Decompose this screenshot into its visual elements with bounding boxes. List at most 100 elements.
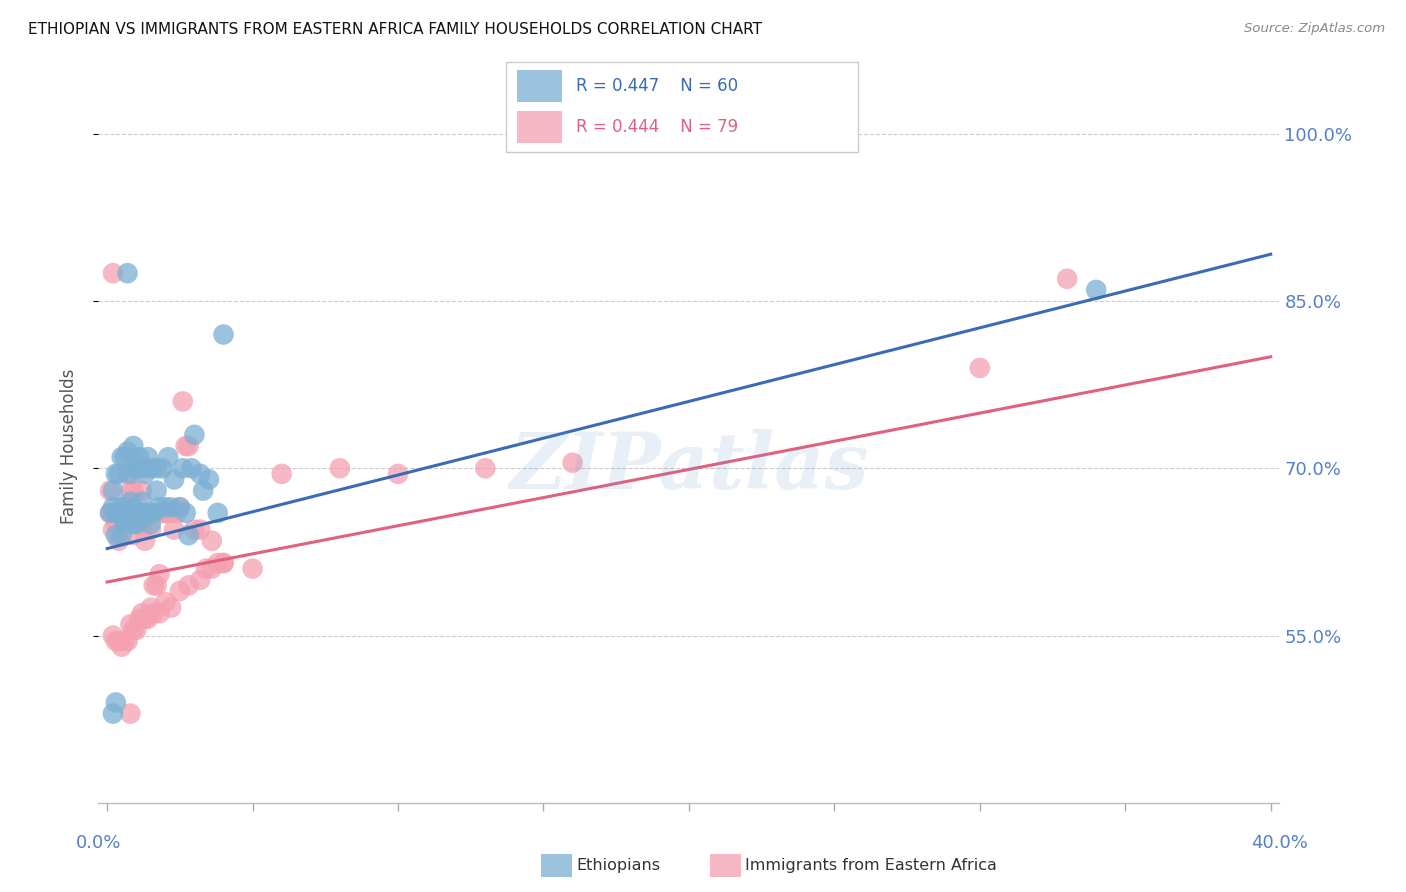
Point [120, 494, 142, 508]
Point [111, 500, 134, 515]
Point [107, 467, 129, 481]
Point [114, 506, 136, 520]
Point [177, 578, 200, 592]
Point [148, 607, 170, 621]
Point [191, 483, 214, 498]
Point [198, 473, 221, 487]
Point [101, 266, 124, 280]
Point [125, 461, 148, 475]
Text: R = 0.444    N = 79: R = 0.444 N = 79 [576, 118, 738, 136]
Point [212, 327, 235, 342]
Point [122, 623, 145, 637]
Point [98, 506, 121, 520]
Point [128, 506, 150, 520]
Point [128, 506, 150, 520]
Point [114, 500, 136, 515]
Point [136, 506, 159, 520]
Point [122, 483, 145, 498]
Point [183, 428, 205, 442]
Point [169, 584, 191, 599]
Point [134, 612, 156, 626]
Point [183, 523, 205, 537]
Point [117, 444, 139, 458]
Point [148, 500, 170, 515]
Point [131, 461, 153, 475]
Point [270, 467, 292, 481]
Point [160, 506, 183, 520]
Y-axis label: Family Households: Family Households [59, 368, 77, 524]
Point [212, 556, 235, 570]
Point [117, 634, 139, 648]
Point [104, 634, 127, 648]
Point [111, 511, 134, 525]
Point [474, 461, 496, 475]
Point [136, 450, 159, 465]
Point [111, 506, 134, 520]
Point [134, 506, 156, 520]
Point [212, 556, 235, 570]
Point [195, 562, 218, 576]
Point [134, 533, 156, 548]
Point [152, 461, 174, 475]
Point [120, 511, 142, 525]
Point [122, 517, 145, 532]
Point [125, 623, 148, 637]
Point [125, 517, 148, 532]
Point [139, 523, 162, 537]
Point [111, 640, 134, 654]
Point [139, 517, 162, 532]
Point [207, 506, 229, 520]
Point [101, 483, 124, 498]
Point [134, 467, 156, 481]
Point [120, 617, 142, 632]
Point [104, 467, 127, 481]
Point [117, 266, 139, 280]
Point [145, 483, 167, 498]
Point [120, 467, 142, 481]
Point [101, 500, 124, 515]
Point [188, 467, 211, 481]
Point [172, 394, 194, 409]
Point [101, 523, 124, 537]
Point [207, 556, 229, 570]
Point [107, 506, 129, 520]
Point [136, 612, 159, 626]
Point [107, 634, 129, 648]
FancyBboxPatch shape [517, 111, 562, 143]
Point [128, 450, 150, 465]
Point [136, 506, 159, 520]
Point [98, 483, 121, 498]
FancyBboxPatch shape [506, 62, 858, 152]
Point [163, 473, 186, 487]
Point [139, 461, 162, 475]
Point [98, 506, 121, 520]
Point [125, 517, 148, 532]
Point [201, 562, 224, 576]
Point [145, 461, 167, 475]
Point [1056, 271, 1078, 285]
Point [180, 461, 202, 475]
Point [104, 506, 127, 520]
Point [561, 456, 583, 470]
Point [111, 528, 134, 542]
Point [163, 523, 186, 537]
Point [117, 506, 139, 520]
Point [145, 578, 167, 592]
Point [114, 450, 136, 465]
Point [139, 600, 162, 615]
Point [155, 500, 177, 515]
Point [969, 361, 991, 376]
Point [242, 562, 264, 576]
Point [142, 578, 165, 592]
Point [120, 706, 142, 721]
Point [201, 533, 224, 548]
Point [387, 467, 409, 481]
Point [142, 607, 165, 621]
Point [107, 533, 129, 548]
Point [131, 511, 153, 525]
Point [329, 461, 352, 475]
Point [169, 500, 191, 515]
Point [104, 506, 127, 520]
Point [104, 696, 127, 710]
Point [114, 517, 136, 532]
